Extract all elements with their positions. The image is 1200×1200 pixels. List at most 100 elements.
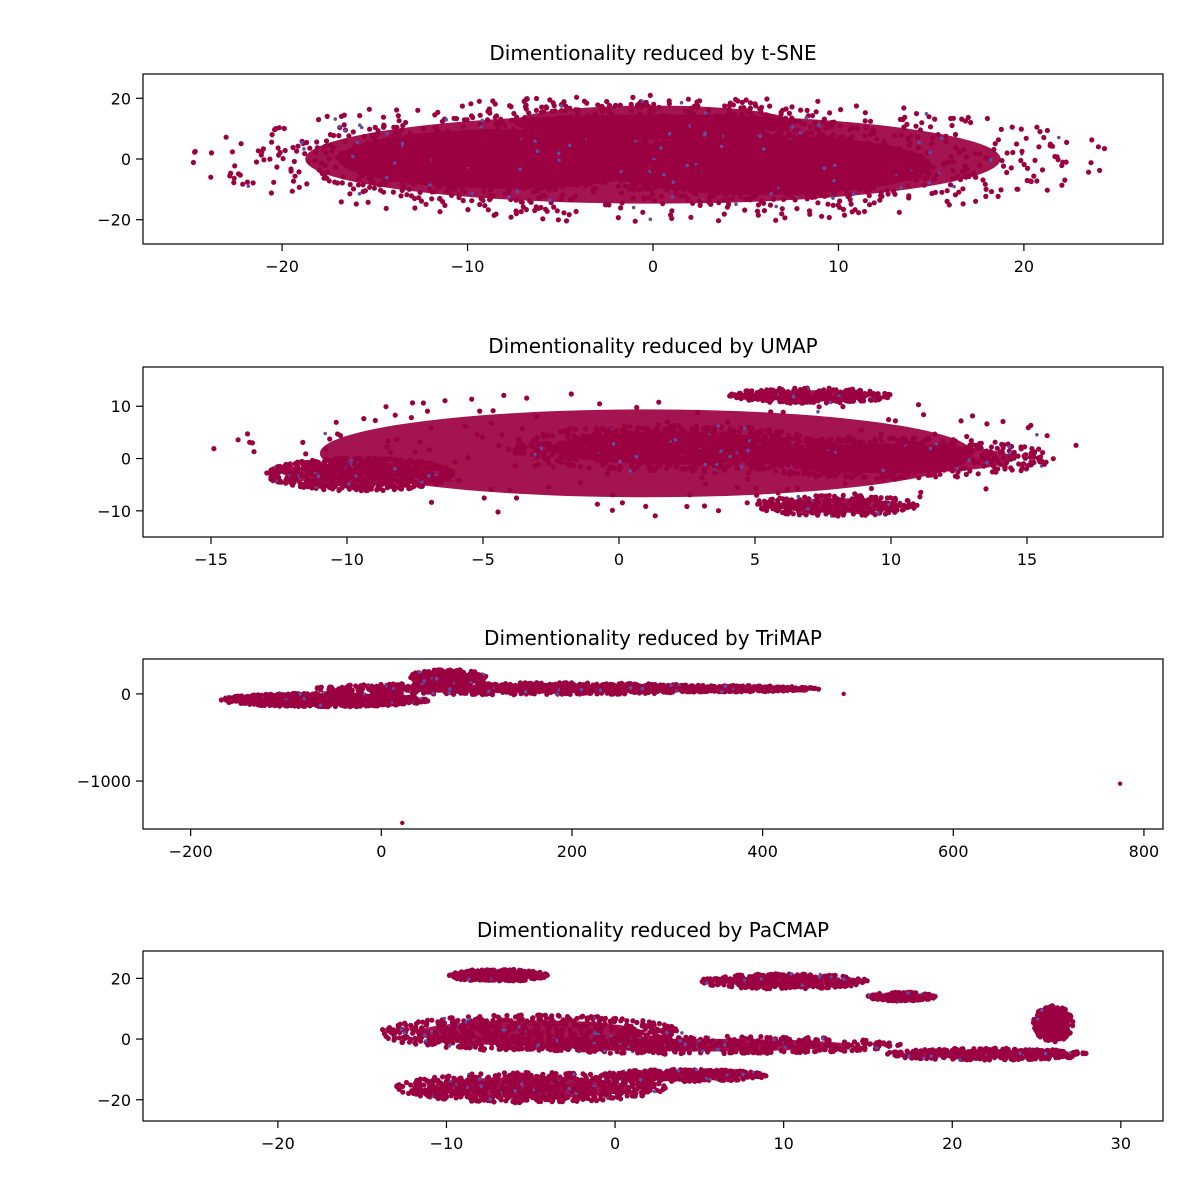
point-majority [566, 179, 572, 185]
point-majority [823, 493, 829, 499]
point-majority [872, 439, 879, 445]
x-tick-label: −10 [451, 257, 485, 276]
point-majority [428, 170, 434, 177]
point-majority [801, 188, 807, 194]
point-majority [434, 160, 440, 167]
point-majority [1041, 134, 1047, 141]
point-majority [984, 115, 991, 122]
point-majority [689, 175, 696, 181]
point-majority [356, 176, 362, 182]
point-majority [437, 209, 443, 215]
point-majority [804, 466, 811, 472]
point-majority [600, 108, 606, 115]
point-minority [924, 112, 929, 116]
point-minority [400, 141, 405, 146]
point-majority [562, 148, 568, 154]
point-majority [464, 136, 470, 143]
point-majority [635, 431, 641, 437]
point-majority [714, 456, 721, 462]
point-majority [231, 175, 237, 181]
point-majority [333, 483, 339, 489]
point-majority [790, 185, 796, 191]
point-majority [867, 454, 874, 461]
point-majority [794, 471, 801, 477]
point-majority [744, 444, 750, 450]
point-majority [746, 172, 752, 179]
point-majority [828, 504, 834, 511]
point-majority [841, 139, 847, 145]
point-majority [854, 125, 860, 131]
point-minority [988, 157, 993, 162]
point-majority [817, 461, 823, 468]
point-majority [503, 134, 509, 140]
point-majority [654, 444, 661, 451]
point-majority [799, 444, 805, 450]
point-majority [809, 457, 816, 463]
point-majority [682, 155, 689, 161]
point-majority [777, 182, 784, 189]
point-majority [598, 160, 604, 166]
point-minority [246, 184, 251, 188]
point-majority [734, 125, 740, 131]
point-majority [643, 451, 650, 457]
point-majority [754, 208, 761, 214]
point-majority [422, 165, 428, 171]
point-majority [876, 170, 882, 176]
point-majority [325, 465, 332, 471]
point-majority [761, 208, 768, 214]
point-majority [737, 193, 744, 200]
point-majority [843, 397, 849, 403]
point-majority [794, 191, 801, 197]
point-majority [757, 169, 763, 175]
point-majority [785, 140, 791, 146]
point-majority [881, 160, 887, 166]
point-majority [371, 185, 377, 191]
point-majority [353, 477, 359, 483]
point-majority [752, 135, 758, 141]
point-majority [809, 395, 815, 401]
point-majority [300, 439, 306, 445]
point-majority [739, 99, 745, 105]
point-majority [845, 193, 851, 199]
point-majority [918, 153, 924, 159]
point-majority [749, 391, 755, 397]
point-majority [801, 454, 808, 460]
point-majority [714, 172, 720, 179]
point-majority [366, 483, 372, 489]
point-majority [809, 130, 815, 136]
point-majority [935, 132, 941, 138]
axes-frame [142, 366, 1164, 538]
point-majority [534, 436, 540, 442]
y-tick-label: −10 [97, 502, 131, 521]
point-majority [603, 453, 609, 459]
point-majority [271, 179, 277, 185]
point-majority [353, 201, 359, 207]
point-majority [729, 437, 735, 443]
point-majority [1047, 141, 1053, 147]
point-majority [269, 132, 275, 138]
point-majority [740, 144, 746, 150]
point-majority [963, 471, 969, 477]
point-majority [782, 152, 789, 158]
point-majority [358, 488, 364, 494]
point-majority [764, 387, 770, 393]
point-majority [373, 153, 379, 159]
point-majority [418, 176, 424, 182]
point-majority [710, 129, 716, 135]
point-majority [765, 499, 772, 505]
point-majority [862, 474, 868, 480]
point-majority [564, 444, 570, 451]
point-minority [927, 181, 932, 185]
point-majority [797, 388, 803, 394]
point-majority [946, 443, 952, 449]
point-majority [720, 455, 726, 461]
point-majority [1034, 124, 1040, 130]
point-majority [998, 126, 1004, 132]
point-majority [701, 503, 708, 509]
point-majority [901, 440, 907, 446]
point-majority [983, 155, 989, 161]
point-majority [886, 462, 892, 468]
point-majority [577, 440, 583, 446]
y-tick-label: 0 [121, 150, 131, 169]
point-minority [479, 125, 484, 129]
